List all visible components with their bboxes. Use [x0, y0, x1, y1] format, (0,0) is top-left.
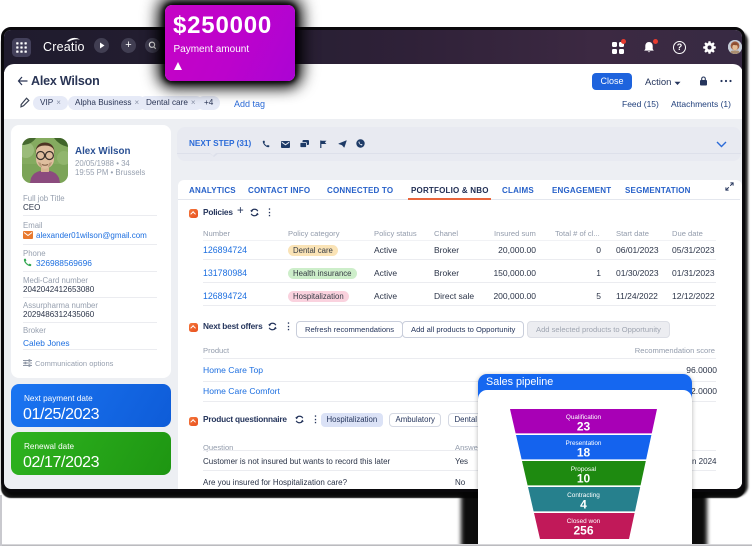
- svg-text:Proposal: Proposal: [571, 466, 596, 473]
- svg-text:10: 10: [577, 471, 591, 485]
- svg-text:23: 23: [577, 419, 591, 433]
- svg-text:Contracting: Contracting: [567, 492, 600, 499]
- svg-text:Presentation: Presentation: [566, 440, 602, 447]
- svg-text:4: 4: [580, 497, 587, 511]
- svg-text:Closed won: Closed won: [567, 518, 601, 525]
- svg-text:256: 256: [573, 523, 593, 537]
- svg-text:Qualification: Qualification: [566, 414, 602, 421]
- svg-text:18: 18: [577, 445, 591, 459]
